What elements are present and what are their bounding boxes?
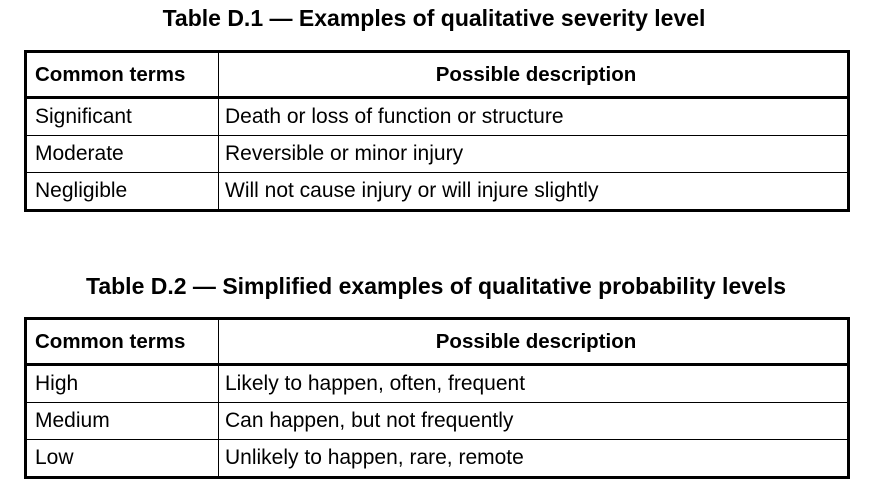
table-caption-severity: Table D.1 — Examples of qualitative seve… xyxy=(162,5,706,31)
column-header-possible-description: Possible description xyxy=(218,50,850,99)
description-cell: Unlikely to happen, rare, remote xyxy=(218,439,850,479)
table-row: Medium Can happen, but not frequently xyxy=(24,402,850,440)
description-cell: Reversible or minor injury xyxy=(218,135,850,173)
term-cell: Medium xyxy=(24,402,219,440)
table-row: Negligible Will not cause injury or will… xyxy=(24,172,850,212)
table-row: Low Unlikely to happen, rare, remote xyxy=(24,439,850,479)
term-cell: Significant xyxy=(24,97,219,136)
term-cell: Moderate xyxy=(24,135,219,173)
table-header-row: Common terms Possible description xyxy=(24,317,850,366)
column-header-common-terms: Common terms xyxy=(24,317,219,366)
description-cell: Likely to happen, often, frequent xyxy=(218,364,850,403)
column-header-possible-description: Possible description xyxy=(218,317,850,366)
term-cell: High xyxy=(24,364,219,403)
description-cell: Death or loss of function or structure xyxy=(218,97,850,136)
column-header-common-terms: Common terms xyxy=(24,50,219,99)
probability-level-table: Common terms Possible description High L… xyxy=(24,317,850,479)
description-cell: Will not cause injury or will injure sli… xyxy=(218,172,850,212)
term-cell: Low xyxy=(24,439,219,479)
table-header-row: Common terms Possible description xyxy=(24,50,850,99)
table-row: High Likely to happen, often, frequent xyxy=(24,364,850,403)
table-row: Significant Death or loss of function or… xyxy=(24,97,850,136)
term-cell: Negligible xyxy=(24,172,219,212)
severity-level-table: Common terms Possible description Signif… xyxy=(24,50,850,212)
table-row: Moderate Reversible or minor injury xyxy=(24,135,850,173)
table-caption-probability: Table D.2 — Simplified examples of quali… xyxy=(86,273,786,299)
description-cell: Can happen, but not frequently xyxy=(218,402,850,440)
